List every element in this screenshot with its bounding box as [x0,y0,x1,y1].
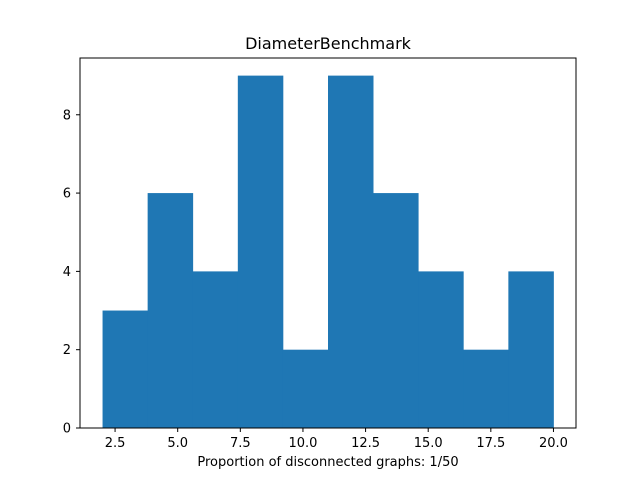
histogram-bar [508,271,554,428]
x-tick-label: 5.0 [167,436,188,451]
histogram-bar [373,193,419,428]
plot-frame [79,57,577,429]
x-tick-label: 12.5 [351,436,380,451]
x-tick-label: 20.0 [539,436,568,451]
x-tick-label: 7.5 [230,436,251,451]
y-tick-label: 6 [63,187,71,202]
x-tick-label: 10.0 [288,436,317,451]
histogram-bar [102,310,149,428]
histogram-bar [237,75,284,429]
x-tick-label: 15.0 [414,436,443,451]
histogram-bar [282,349,329,428]
histogram-bar [147,193,194,428]
histogram-bar [192,271,239,428]
y-tick-label: 0 [63,422,71,437]
x-axis-label: Proportion of disconnected graphs: 1/50 [197,455,458,470]
histogram-bar [463,349,509,428]
histogram-bar [418,271,464,428]
y-tick-label: 2 [63,343,71,358]
y-axis-ticks: 0 2 4 6 8 [63,108,80,437]
x-axis-ticks: 2.5 5.0 7.5 10.0 12.5 15.0 17.5 20.0 [105,428,568,451]
bars-group [102,75,554,429]
chart-title: DiameterBenchmark [245,34,412,53]
y-tick-label: 4 [63,265,71,280]
x-tick-label: 2.5 [105,436,126,451]
x-tick-label: 17.5 [476,436,505,451]
y-tick-label: 8 [63,108,71,123]
histogram-bar [328,75,374,429]
